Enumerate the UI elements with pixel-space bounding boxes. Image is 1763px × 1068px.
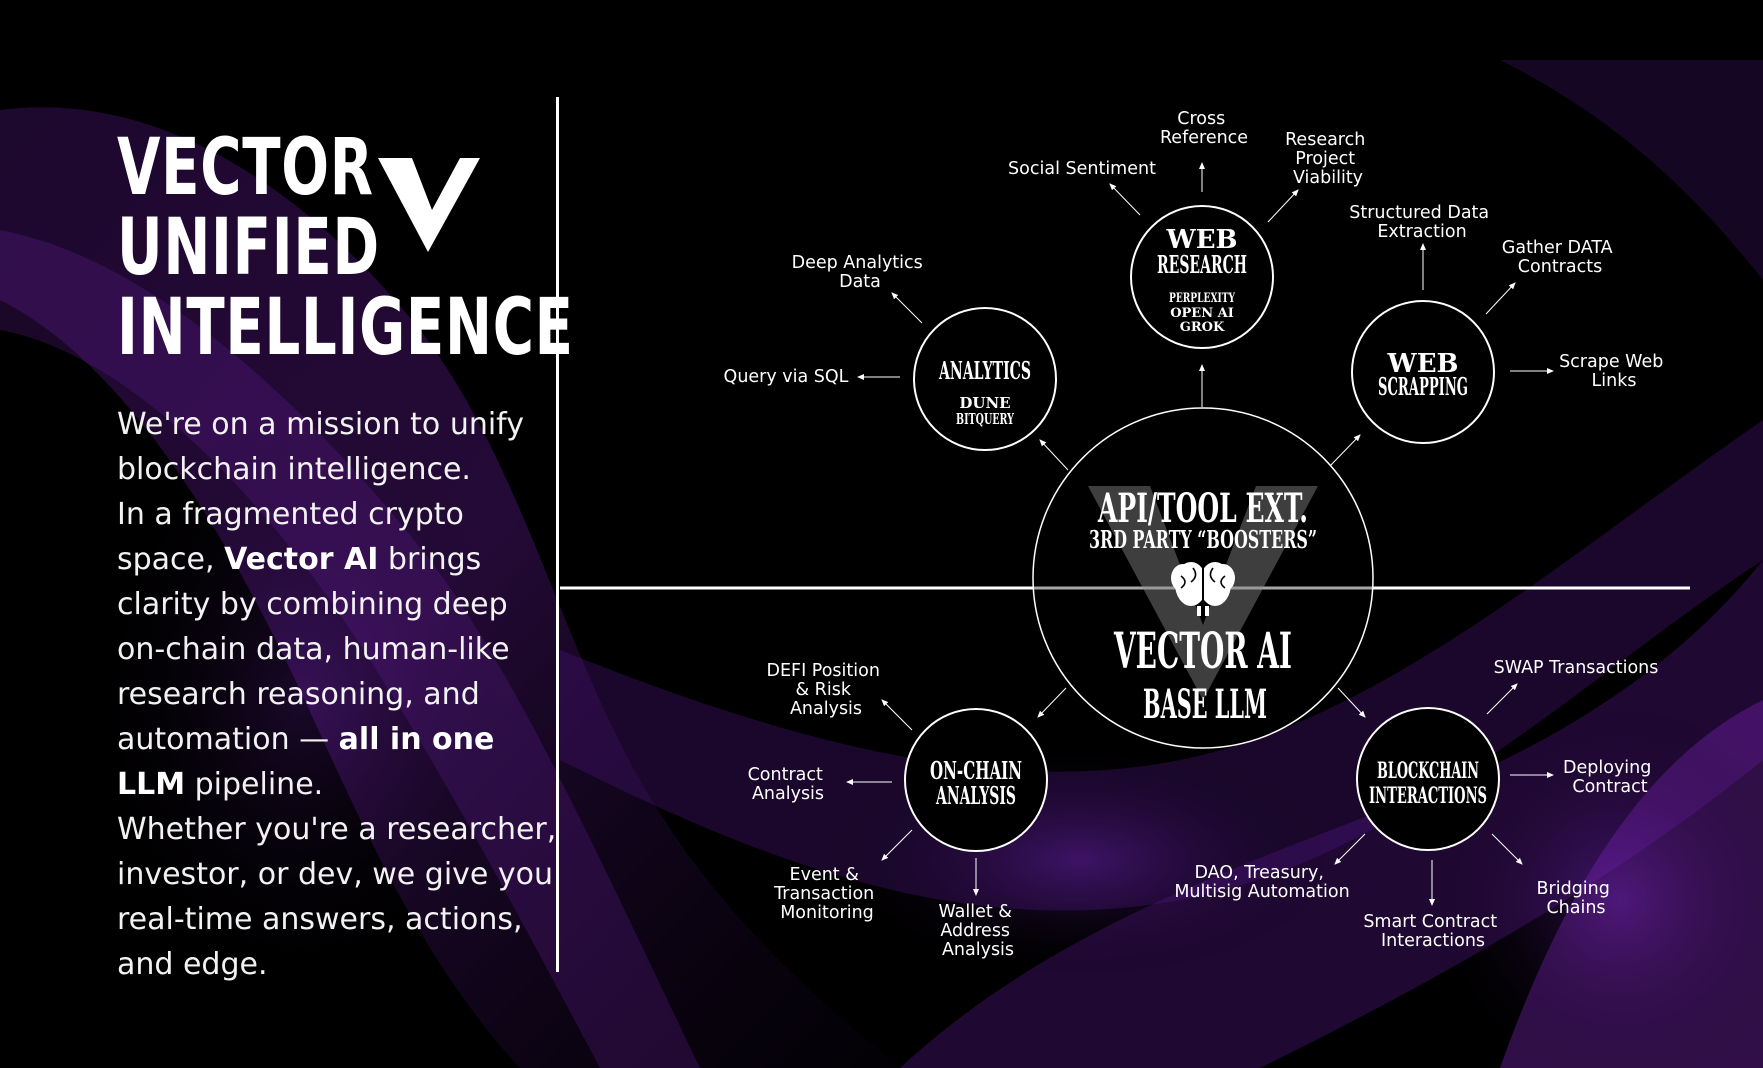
center-hub: API/TOOL EXT. 3RD PARTY “BOOSTERS” VECTO… — [1033, 408, 1373, 748]
node-web-research-sub-1: PERPLEXITY — [1169, 291, 1236, 306]
label-defi-position: DEFI Position & Risk Analysis — [766, 661, 885, 719]
label-social-sentiment: Social Sentiment — [1008, 159, 1156, 179]
node-blockchain-title-2: INTERACTIONS — [1369, 783, 1487, 809]
label-event-transaction: Event & Transaction Monitoring — [773, 865, 880, 923]
node-analytics[interactable]: ANALYTICS DUNE BITQUERY — [914, 308, 1056, 450]
node-on-chain-analysis[interactable]: ON-CHAIN ANALYSIS — [905, 709, 1047, 851]
label-research-project: Research Project Viability — [1285, 130, 1371, 188]
label-dao-treasury: DAO, Treasury, Multisig Automation — [1174, 863, 1349, 902]
node-web-research-sub-2: OPEN AI — [1170, 306, 1234, 321]
center-top-sub: 3RD PARTY “BOOSTERS” — [1089, 525, 1317, 554]
node-web-research-title-2: RESEARCH — [1157, 250, 1247, 279]
node-web-research-sub-3: GROK — [1180, 320, 1225, 335]
label-wallet-address: Wallet & Address Analysis — [938, 902, 1017, 960]
label-structured-data: Structured Data Extraction — [1349, 203, 1494, 242]
label-gather-data: Gather DATA Contracts — [1502, 238, 1618, 277]
label-scrape-web: Scrape Web Links — [1559, 352, 1669, 391]
node-web-research[interactable]: WEB RESEARCH PERPLEXITY OPEN AI GROK — [1131, 206, 1273, 348]
label-deep-analytics: Deep Analytics Data — [792, 253, 929, 292]
node-web-scrapping[interactable]: WEB SCRAPPING — [1352, 301, 1494, 443]
node-web-scrapping-title-2: SCRAPPING — [1378, 372, 1468, 401]
node-on-chain-title-2: ANALYSIS — [935, 781, 1016, 810]
label-bridging-chains: Bridging Chains — [1537, 879, 1616, 918]
node-analytics-title: ANALYTICS — [938, 356, 1031, 385]
label-query-sql: Query via SQL — [724, 367, 849, 387]
label-deploying-contract: Deploying Contract — [1563, 758, 1657, 797]
label-smart-contract: Smart Contract Interactions — [1363, 912, 1502, 951]
label-contract-analysis: Contract Analysis — [748, 765, 829, 804]
node-blockchain-title-1: BLOCKCHAIN — [1377, 758, 1479, 784]
label-cross-reference: Cross Reference — [1160, 109, 1248, 148]
node-analytics-sub-2: BITQUERY — [956, 410, 1014, 428]
center-bottom-sub: BASE LLM — [1143, 681, 1267, 728]
center-bottom-title: VECTOR AI — [1113, 621, 1292, 680]
label-swap-transactions: SWAP Transactions — [1494, 658, 1659, 678]
node-blockchain-interactions[interactable]: BLOCKCHAIN INTERACTIONS — [1357, 708, 1499, 850]
